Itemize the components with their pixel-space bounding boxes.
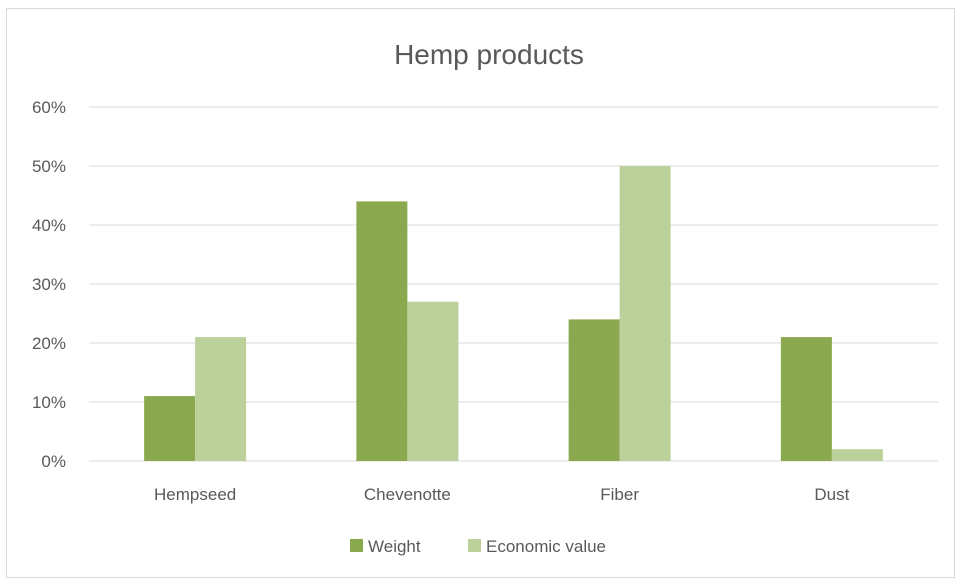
bar-weight-hempseed — [144, 396, 196, 461]
chart-frame — [6, 8, 955, 578]
bar-weight-fiber — [568, 319, 620, 461]
x-category-label: Chevenotte — [364, 485, 451, 504]
bar-economic-value-hempseed — [195, 337, 247, 461]
legend: Weight Economic value — [350, 537, 606, 556]
legend-swatch — [468, 539, 481, 552]
x-category-label: Dust — [814, 485, 849, 504]
legend-swatch — [350, 539, 363, 552]
legend-label: Weight — [368, 537, 421, 556]
y-tick-label: 50% — [32, 157, 66, 176]
bar-weight-dust — [780, 337, 832, 461]
bar-economic-value-chevenotte — [407, 301, 459, 461]
y-axis-ticks: 0% 10% 20% 30% 40% 50% 60% — [32, 98, 66, 471]
legend-label: Economic value — [486, 537, 606, 556]
bar-weight-chevenotte — [356, 201, 408, 461]
y-tick-label: 20% — [32, 334, 66, 353]
chart-title: Hemp products — [394, 39, 584, 70]
x-category-label: Hempseed — [154, 485, 236, 504]
bar-economic-value-fiber — [619, 166, 671, 461]
y-tick-label: 0% — [41, 452, 66, 471]
bars — [144, 166, 883, 461]
y-tick-label: 10% — [32, 393, 66, 412]
y-tick-label: 60% — [32, 98, 66, 117]
y-tick-label: 40% — [32, 216, 66, 235]
y-tick-label: 30% — [32, 275, 66, 294]
x-category-label: Fiber — [600, 485, 639, 504]
bar-economic-value-dust — [831, 449, 883, 461]
x-axis-categories: Hempseed Chevenotte Fiber Dust — [154, 485, 850, 504]
